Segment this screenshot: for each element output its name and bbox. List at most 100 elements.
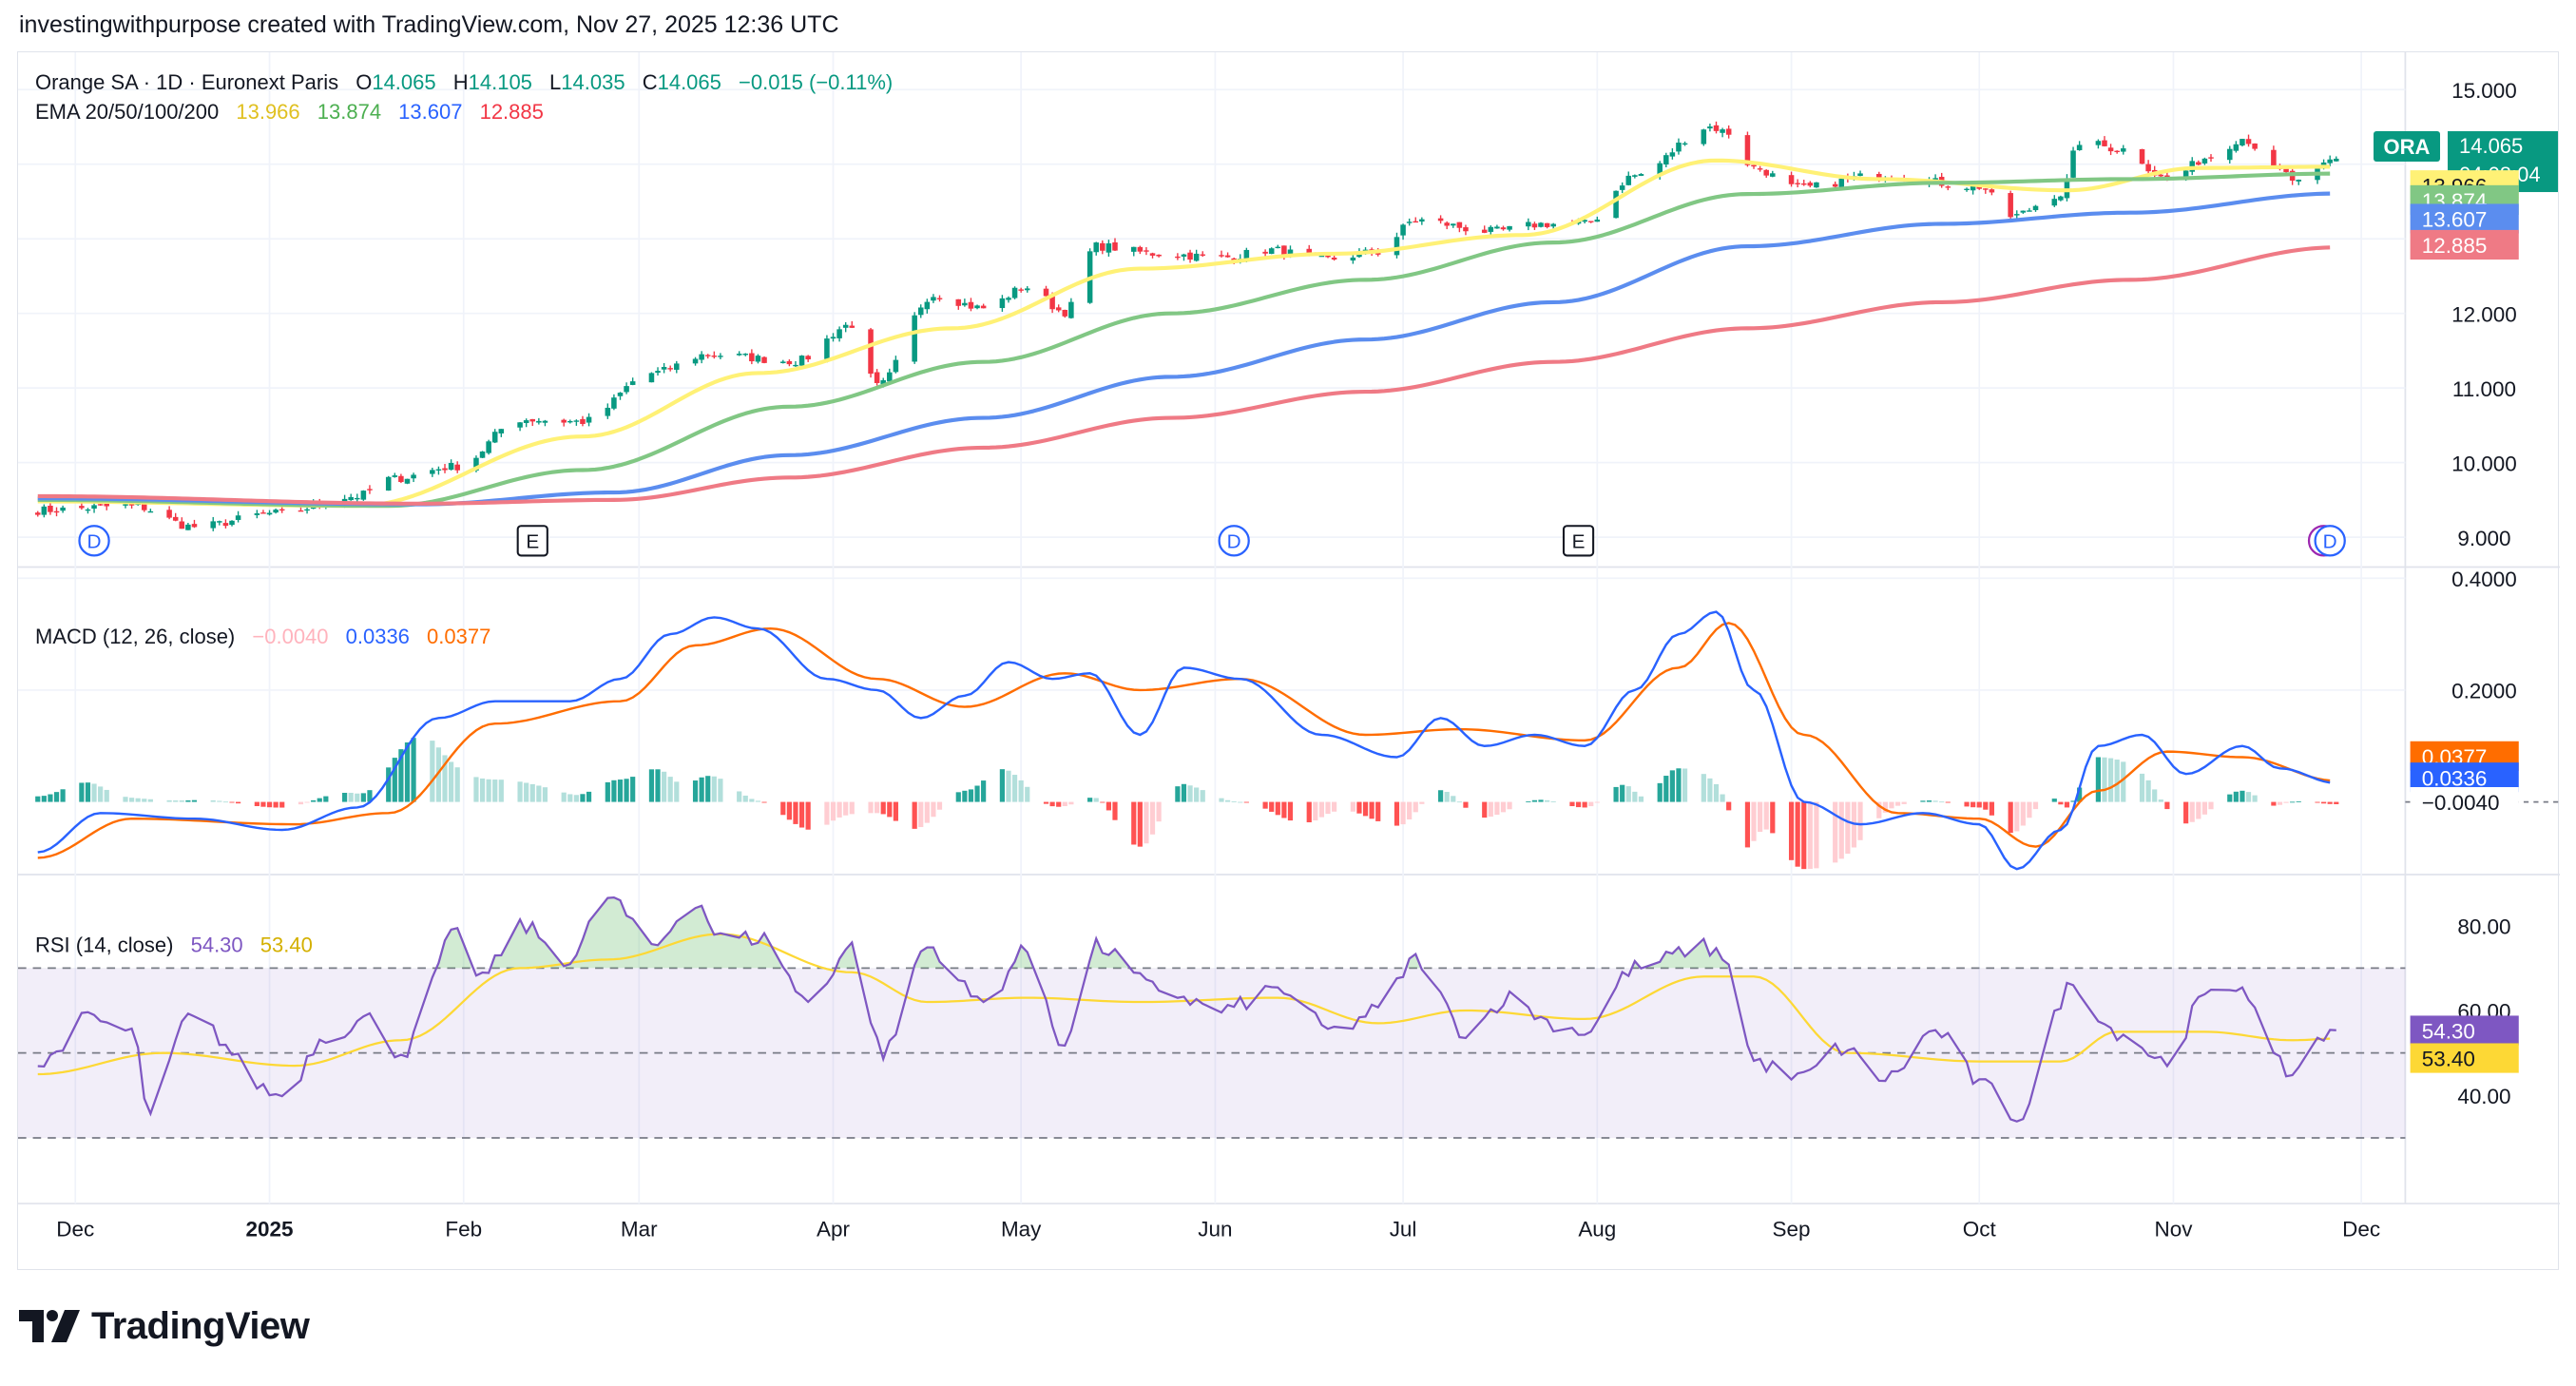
candle-body: [1663, 155, 1669, 165]
macd-histogram-bar: [135, 798, 141, 802]
candle: [2020, 210, 2027, 214]
macd-line: [37, 610, 2331, 871]
macd-histogram-bar: [1456, 801, 1462, 803]
macd-histogram-bar: [1318, 801, 1325, 818]
candle-body: [868, 329, 874, 375]
macd-histogram-bar: [699, 777, 704, 802]
candle-body: [1788, 175, 1795, 184]
macd-histogram-bar: [974, 785, 980, 802]
rsi-badge-label: 54.30: [2422, 1020, 2475, 1044]
candle: [655, 367, 661, 376]
candle-body: [298, 510, 304, 512]
macd-histogram-bar: [1494, 801, 1500, 816]
macd-histogram-bar: [492, 780, 498, 802]
macd-histogram-bar: [1144, 801, 1149, 844]
candle-body: [1331, 257, 1337, 260]
macd-histogram-bar: [1049, 801, 1055, 807]
rsi-ma-value: 53.40: [260, 933, 313, 956]
macd-histogram-bar: [210, 799, 216, 802]
macd-histogram-bar: [962, 790, 968, 802]
macd-histogram-bar: [1243, 801, 1249, 803]
candle: [742, 353, 749, 356]
candle-body: [1763, 169, 1769, 176]
candle: [980, 303, 987, 309]
candle-body: [536, 420, 542, 423]
earnings-marker[interactable]: E: [1562, 525, 1595, 557]
candle: [1481, 225, 1488, 234]
candle: [2233, 141, 2240, 153]
candle-body: [2070, 150, 2076, 178]
macd-histogram-bar: [1444, 792, 1450, 802]
ema-legend: EMA 20/50/100/200 13.966 13.874 13.607 1…: [35, 100, 544, 124]
rsi-value: 54.30: [191, 933, 243, 956]
ema-line-ema200: [37, 245, 2331, 506]
candle-body: [805, 356, 811, 360]
candle: [1682, 141, 1688, 146]
macd-line-value: 0.0336: [346, 625, 410, 648]
candle-body: [210, 521, 217, 529]
rsi-ma-line: [37, 933, 2331, 1076]
macd-histogram-bar: [128, 798, 135, 802]
dividend-marker[interactable]: D: [2314, 525, 2346, 557]
candle-body: [830, 337, 836, 339]
candle-body: [2120, 148, 2126, 152]
macd-histogram-bar: [755, 800, 761, 802]
macd-histogram-bar: [1920, 800, 1926, 802]
candle: [260, 510, 266, 514]
macd-histogram-bar: [2077, 787, 2083, 802]
rsi-ma-badge-label: 53.40: [2422, 1048, 2475, 1071]
legend-high-label: H: [453, 70, 469, 94]
candle: [793, 360, 798, 367]
macd-histogram-bar: [41, 796, 47, 802]
macd-histogram-bar: [304, 801, 310, 803]
candle: [824, 335, 830, 363]
candle: [2102, 136, 2107, 147]
macd-histogram-bar: [53, 792, 60, 802]
candle-body: [1275, 246, 1281, 249]
macd-histogram-bar: [893, 801, 898, 821]
candle-body: [1657, 163, 1663, 176]
tradingview-logo[interactable]: TradingView: [19, 1302, 310, 1350]
candle: [1632, 174, 1638, 179]
macd-histogram-bar: [887, 801, 893, 818]
macd-histogram-bar: [761, 801, 767, 803]
dividend-marker[interactable]: D: [78, 525, 110, 557]
macd-histogram-bar: [35, 796, 41, 802]
candle-body: [2245, 139, 2252, 144]
candle-body: [2233, 144, 2240, 151]
candle-body: [229, 520, 235, 526]
candle: [1983, 188, 1989, 194]
candle: [1613, 190, 1619, 219]
macd-histogram-bar: [386, 767, 392, 802]
dividend-marker[interactable]: D: [1218, 525, 1250, 557]
chart-frame[interactable]: Dec 2025 Feb Mar Apr May Jun Jul Aug Sep Oct Nov Dec…: [17, 51, 2560, 1271]
macd-line-badge-label: 0.0336: [2422, 766, 2488, 790]
candle: [2032, 204, 2039, 212]
macd-histogram-bar: [1594, 801, 1600, 803]
macd-histogram-bar: [2201, 801, 2208, 815]
candle: [53, 507, 60, 517]
candle-body: [699, 354, 704, 360]
rsi-ma-badge-bg: [2410, 1043, 2519, 1073]
candle: [1350, 254, 1356, 264]
macd-histogram-bar: [2107, 758, 2114, 802]
macd-histogram-bar: [1350, 801, 1355, 812]
candle: [1707, 124, 1713, 132]
macd-histogram-bar: [1200, 790, 1205, 802]
macd-histogram-bar: [1025, 786, 1030, 802]
candle-body: [1876, 173, 1882, 180]
macd-histogram-bar: [1175, 786, 1181, 802]
candle-body: [411, 474, 416, 479]
candle-body: [1306, 248, 1313, 256]
candle-body: [1224, 255, 1231, 258]
candle-body: [755, 356, 761, 362]
candle-body: [1814, 182, 1819, 188]
macd-histogram-bar: [1156, 801, 1162, 822]
earnings-marker[interactable]: E: [516, 525, 548, 557]
chart-canvas[interactable]: Dec 2025 Feb Mar Apr May Jun Jul Aug Sep Oct Nov Dec…: [18, 52, 2560, 1271]
macd-layer: [35, 610, 2560, 871]
macd-histogram-bar: [1332, 801, 1337, 812]
candle-body: [1193, 253, 1200, 261]
candle-body: [2327, 159, 2333, 164]
candle-body: [1932, 178, 1938, 181]
